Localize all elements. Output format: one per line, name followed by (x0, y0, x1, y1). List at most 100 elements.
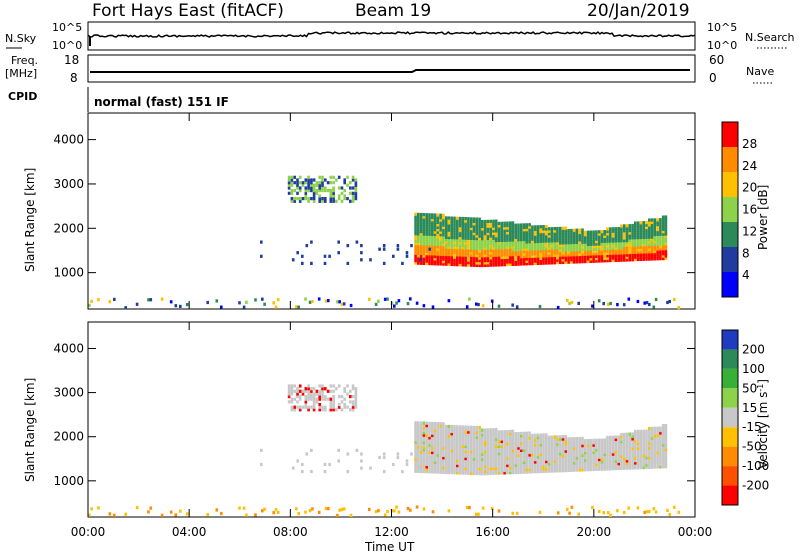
velocity-cell (650, 426, 654, 430)
velocity-cell (648, 463, 651, 467)
velocity-cell (428, 438, 431, 442)
velocity-cell (450, 439, 453, 443)
velocity-cell (547, 462, 551, 466)
velocity-cell (312, 392, 316, 396)
power-cell (433, 237, 437, 241)
power-cell (475, 219, 479, 224)
velocity-cell (461, 442, 465, 446)
velocity-cell (508, 471, 512, 475)
power-cell (539, 232, 543, 236)
velocity-cell (567, 447, 570, 451)
power-cell (354, 186, 358, 190)
power-cell (570, 243, 573, 247)
power-cell (321, 175, 324, 179)
velocity-cell (622, 452, 626, 456)
power-cell (550, 234, 554, 238)
freq-tick-high: 18 (64, 53, 79, 67)
power-cell (417, 246, 420, 251)
velocity-cell (581, 439, 584, 443)
velocity-cell (436, 470, 440, 474)
velocity-cell (414, 421, 417, 425)
power-cell (600, 247, 604, 251)
power-cell (478, 244, 481, 248)
velocity-cell (417, 440, 420, 444)
velocity-cell (431, 470, 434, 474)
velocity-cell (653, 438, 657, 443)
velocity-cell (522, 448, 526, 452)
power-cell (503, 226, 506, 230)
velocity-cell (497, 459, 501, 463)
power-cell (428, 237, 431, 241)
power-cell (581, 240, 584, 244)
power-cell (656, 223, 659, 227)
velocity-cell (539, 438, 543, 442)
velocity-cell (494, 437, 498, 441)
velocity-cell (414, 426, 417, 430)
power-cell (450, 223, 453, 227)
velocity-cell (606, 460, 609, 464)
velocity-cell (520, 456, 523, 460)
power-cell (433, 242, 437, 246)
power-cell (433, 220, 437, 224)
velocity-cell (383, 513, 387, 517)
velocity-cell (584, 465, 587, 469)
power-cell (659, 242, 662, 246)
velocity-cell (475, 450, 479, 454)
velocity-cell (351, 384, 355, 388)
velocity-cell (439, 468, 442, 472)
velocity-cell (561, 461, 565, 465)
velocity-cell (664, 428, 668, 432)
x-tick-label: 20:00 (577, 525, 612, 539)
velocity-cell (450, 461, 453, 465)
power-cell (528, 240, 531, 244)
power-cell (597, 235, 601, 239)
power-cell (464, 263, 467, 267)
power-cell (382, 247, 386, 251)
power-cell (634, 243, 637, 247)
power-cell (603, 242, 606, 246)
power-cell (431, 232, 434, 236)
velocity-cell (567, 439, 570, 443)
power-cell (425, 239, 428, 244)
power-cell (558, 258, 562, 262)
power-cell (614, 244, 618, 248)
power-cell (453, 253, 456, 257)
velocity-cell (307, 405, 310, 409)
power-cell (517, 247, 520, 252)
power-cell (439, 221, 442, 225)
velocity-cell (310, 392, 313, 396)
power-cell (506, 236, 509, 240)
power-cell (584, 233, 587, 237)
velocity-cell (595, 438, 598, 442)
velocity-cell (606, 440, 609, 444)
velocity-cell (520, 439, 523, 443)
velocity-cell (558, 452, 562, 456)
power-cell (656, 225, 659, 229)
velocity-cell (483, 469, 487, 473)
velocity-cell (648, 441, 651, 445)
power-cell (586, 257, 590, 261)
power-cell (169, 300, 173, 304)
x-axis-label: Time UT (364, 540, 415, 554)
velocity-cell (475, 467, 479, 471)
velocity-cell (661, 431, 665, 435)
velocity-cell (581, 441, 584, 445)
power-cell (525, 247, 529, 251)
velocity-cell (600, 455, 604, 459)
velocity-cell (609, 513, 612, 517)
velocity-cell (592, 460, 595, 464)
power-cell (575, 260, 579, 264)
power-cell (456, 219, 459, 223)
power-cell (628, 255, 632, 259)
nsearch-tick-high: 10^5 (707, 21, 737, 34)
velocity-cell (642, 456, 645, 460)
power-cell (506, 228, 509, 232)
velocity-cell (514, 446, 517, 450)
velocity-cell (586, 456, 590, 460)
power-cell (327, 299, 330, 303)
velocity-cell (556, 462, 559, 466)
velocity-cell (656, 446, 659, 450)
power-cell (664, 225, 668, 229)
velocity-cell (614, 435, 618, 439)
